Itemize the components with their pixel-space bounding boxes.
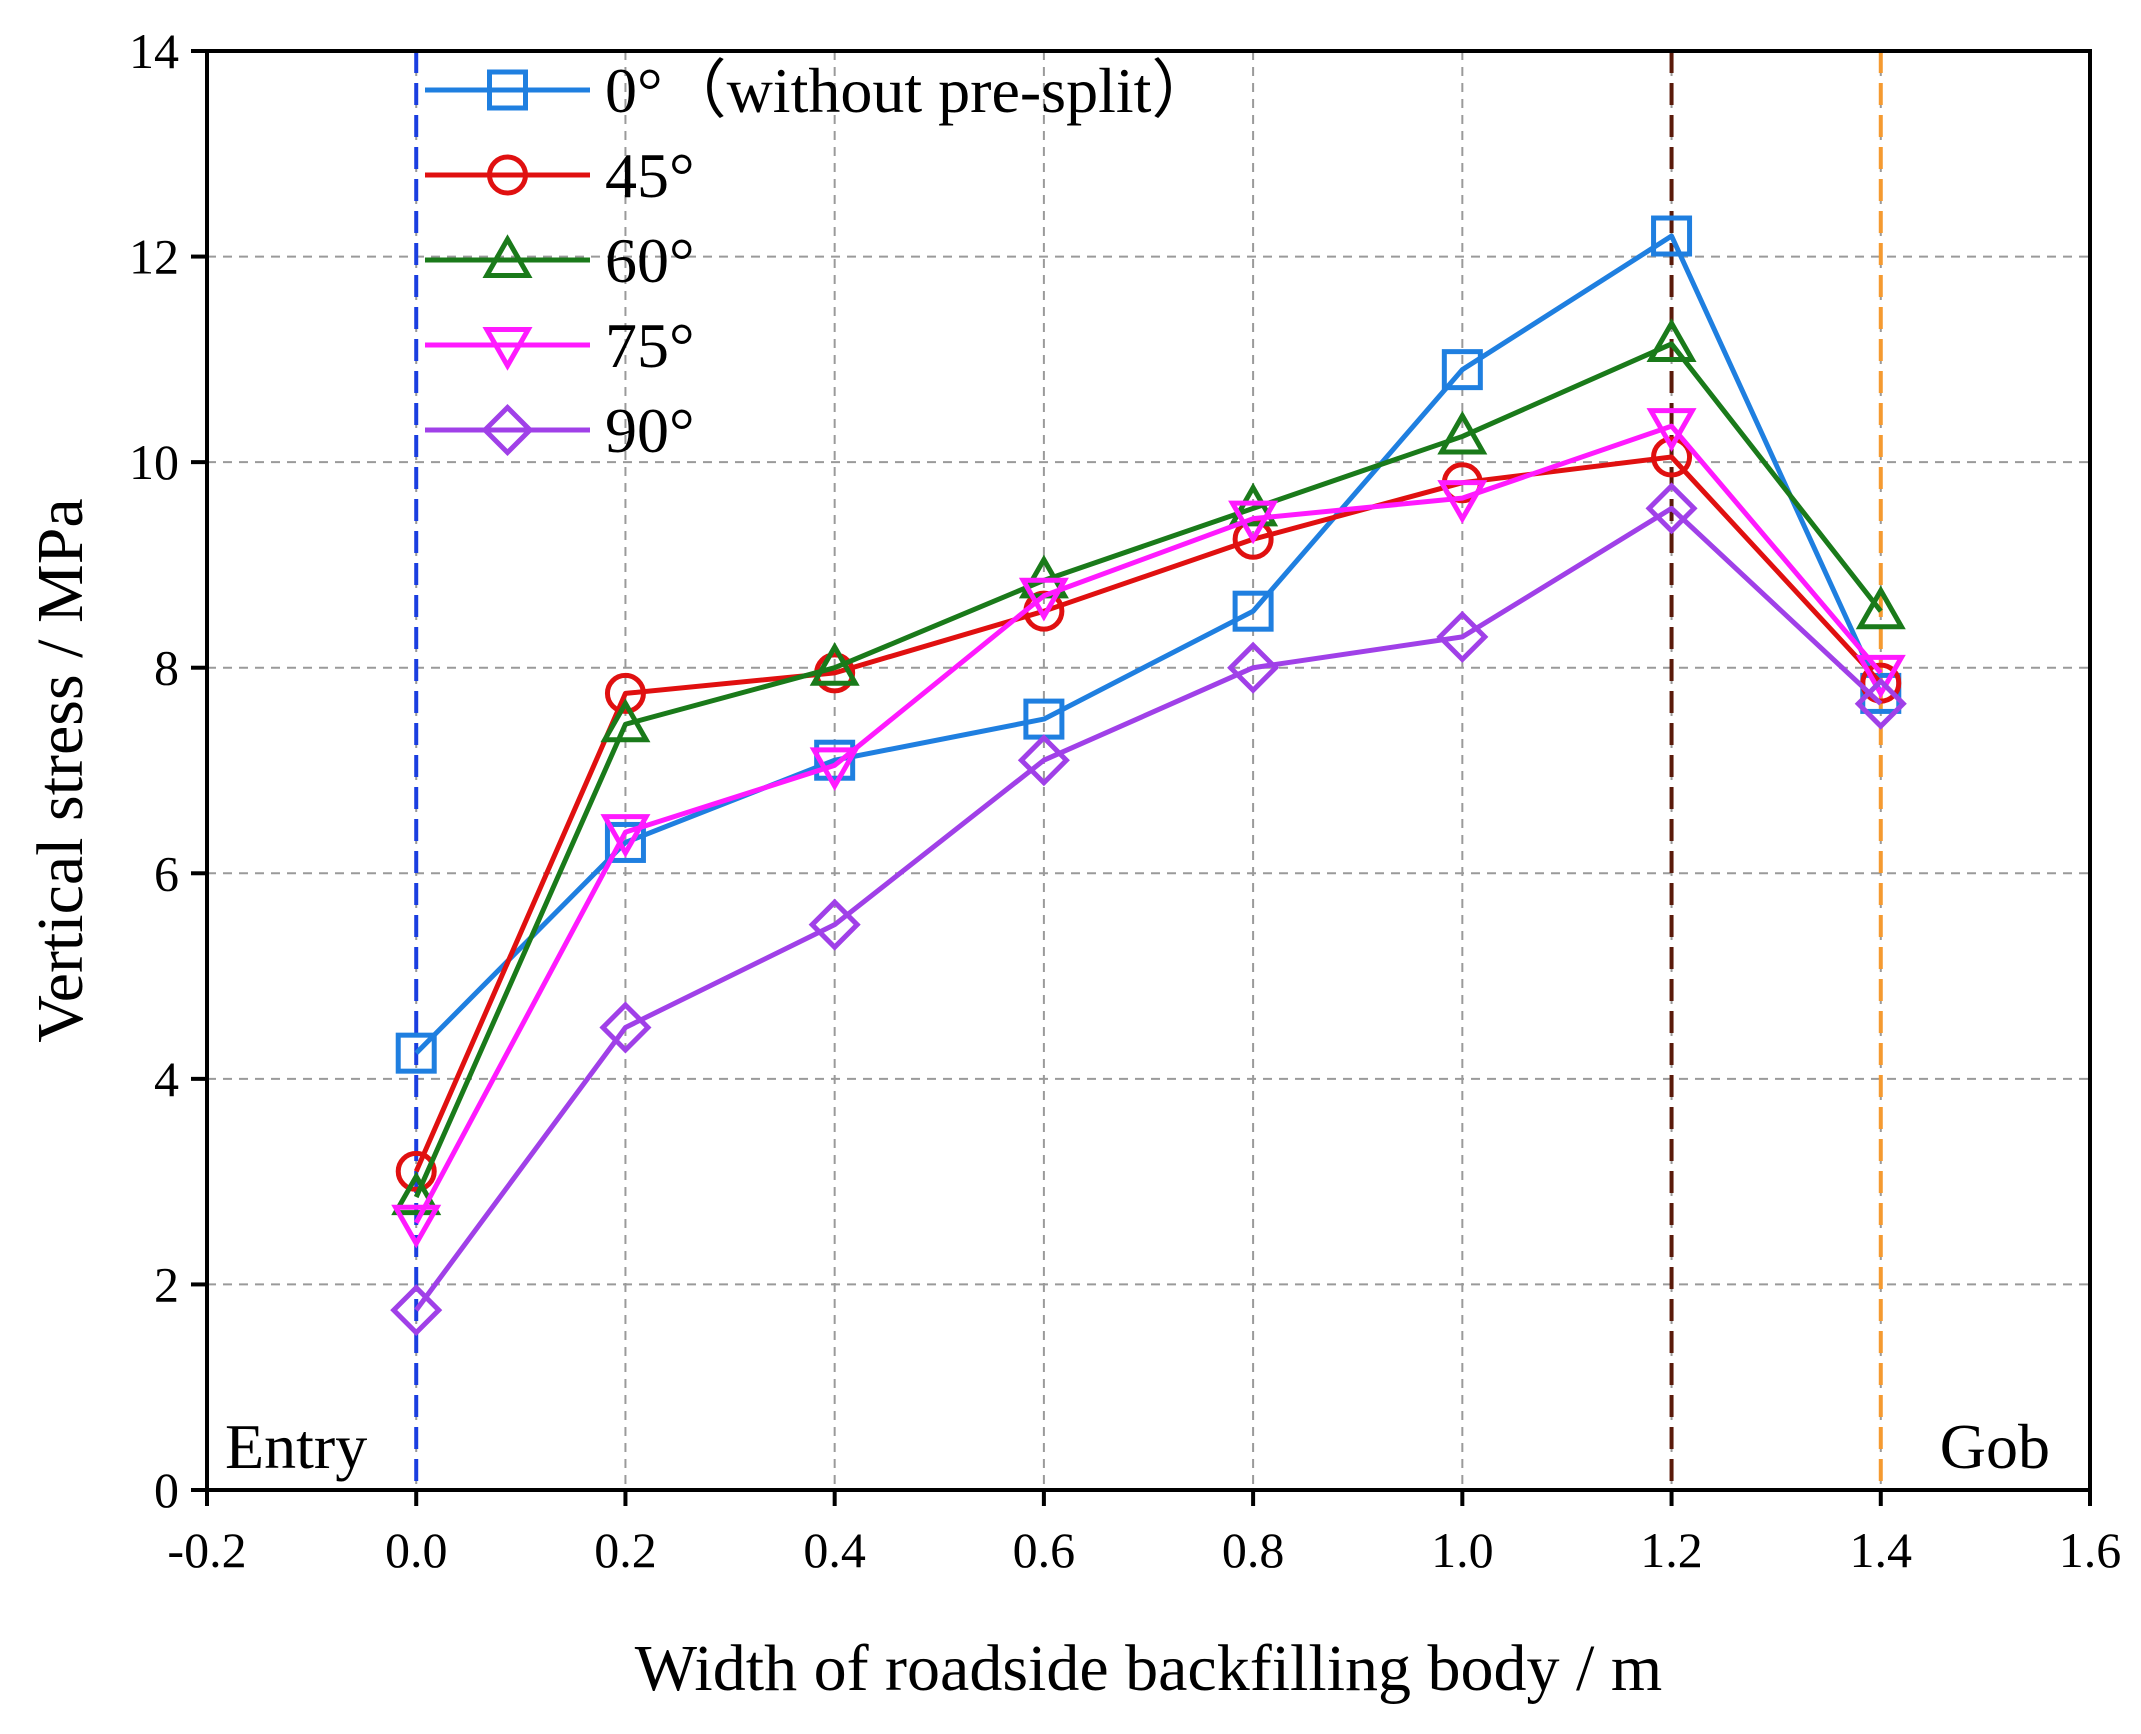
plot-frame <box>205 49 2092 1492</box>
data-point <box>390 1284 443 1337</box>
y-tick-label: 12 <box>129 229 179 285</box>
legend-label: 75° <box>605 310 695 381</box>
x-tick-label: 1.6 <box>2059 1522 2122 1578</box>
data-point <box>1437 410 1488 455</box>
data-point <box>1860 672 1902 714</box>
data-point <box>1441 349 1483 391</box>
legend-marker <box>482 326 533 371</box>
data-point <box>1855 654 1906 699</box>
data-point <box>1436 610 1489 663</box>
legend-marker <box>481 403 534 457</box>
y-tick-label: 8 <box>154 640 179 696</box>
data-point <box>395 1032 437 1074</box>
series-75 <box>391 408 1906 1249</box>
x-tick-label: 1.4 <box>1850 1522 1913 1578</box>
legend-label: 60° <box>605 225 695 296</box>
data-point <box>391 1171 442 1216</box>
x-tick-label: 0.8 <box>1222 1522 1285 1578</box>
data-point <box>1018 577 1069 622</box>
data-point <box>1437 480 1488 524</box>
legend-entry-75: 75° <box>425 310 695 381</box>
x-tick-label: 0.4 <box>803 1522 866 1578</box>
data-point <box>1232 590 1274 632</box>
data-point <box>1854 677 1907 730</box>
y-tick-label: 4 <box>154 1051 179 1107</box>
x-tick-label: 0.2 <box>594 1522 657 1578</box>
data-point <box>604 821 646 863</box>
x-axis-title: Width of roadside backfilling body / m <box>635 1632 1662 1705</box>
series-line <box>414 505 1883 1312</box>
series-90 <box>390 482 1907 1337</box>
axis-ticks: -0.2 0.0 0.2 0.4 0.6 0.8 1.0 1.2 1.4 1.6 0 2 4 6 8 10 12… <box>129 23 2121 1578</box>
data-point <box>1651 436 1693 478</box>
data-point <box>1646 318 1697 362</box>
legend-label: 45° <box>605 140 695 211</box>
legend-marker <box>482 234 533 279</box>
data-point <box>1646 408 1697 452</box>
gob-label: Gob <box>1940 1411 2050 1482</box>
legend-entry-60: 60° <box>425 225 695 296</box>
entry-label: Entry <box>225 1411 367 1482</box>
data-point <box>1228 482 1279 527</box>
series-line <box>413 454 1883 1173</box>
legend-entry-90: 90° <box>425 395 695 466</box>
data-point <box>1645 482 1698 535</box>
data-point <box>1228 500 1279 545</box>
y-tick-label: 2 <box>154 1256 179 1312</box>
legend-entry-0-without-pre-split: 0°（without pre-split） <box>425 55 1215 126</box>
legend-label: 0°（without pre-split） <box>605 55 1215 126</box>
x-tick-label: 1.0 <box>1431 1522 1494 1578</box>
data-point <box>391 1204 442 1249</box>
data-point <box>809 641 860 686</box>
data-point <box>600 698 651 743</box>
y-tick-label: 6 <box>154 845 179 901</box>
data-point <box>1651 215 1693 257</box>
data-point <box>1227 641 1280 694</box>
legend-marker <box>487 154 528 196</box>
x-tick-label: 1.2 <box>1640 1522 1703 1578</box>
data-point <box>809 747 860 792</box>
y-axis-title: Vertical stress / MPa <box>24 498 97 1042</box>
data-point <box>1855 585 1906 630</box>
legend-label: 90° <box>605 395 695 466</box>
series-line <box>413 341 1883 1199</box>
data-point <box>808 898 861 951</box>
x-tick-label: 0.6 <box>1013 1522 1076 1578</box>
reference-lines <box>414 51 1883 1490</box>
y-tick-label: 10 <box>129 434 179 490</box>
series-line <box>414 233 1884 1055</box>
y-tick-label: 14 <box>129 23 179 79</box>
x-tick-label: 0.0 <box>385 1522 448 1578</box>
x-tick-label: -0.2 <box>167 1522 246 1578</box>
data-point <box>599 1001 652 1054</box>
legend-marker <box>487 69 528 111</box>
series-line <box>414 423 1883 1224</box>
data-point <box>395 1150 437 1192</box>
legend-entry-45: 45° <box>425 140 695 211</box>
legend: 0°（without pre-split） 45° 60° 75° 90° <box>425 55 1215 466</box>
data-series <box>390 215 1907 1337</box>
data-point <box>604 672 646 714</box>
data-point <box>814 739 856 781</box>
data-point <box>1017 734 1070 787</box>
y-tick-label: 0 <box>154 1462 179 1518</box>
data-point <box>600 814 651 858</box>
